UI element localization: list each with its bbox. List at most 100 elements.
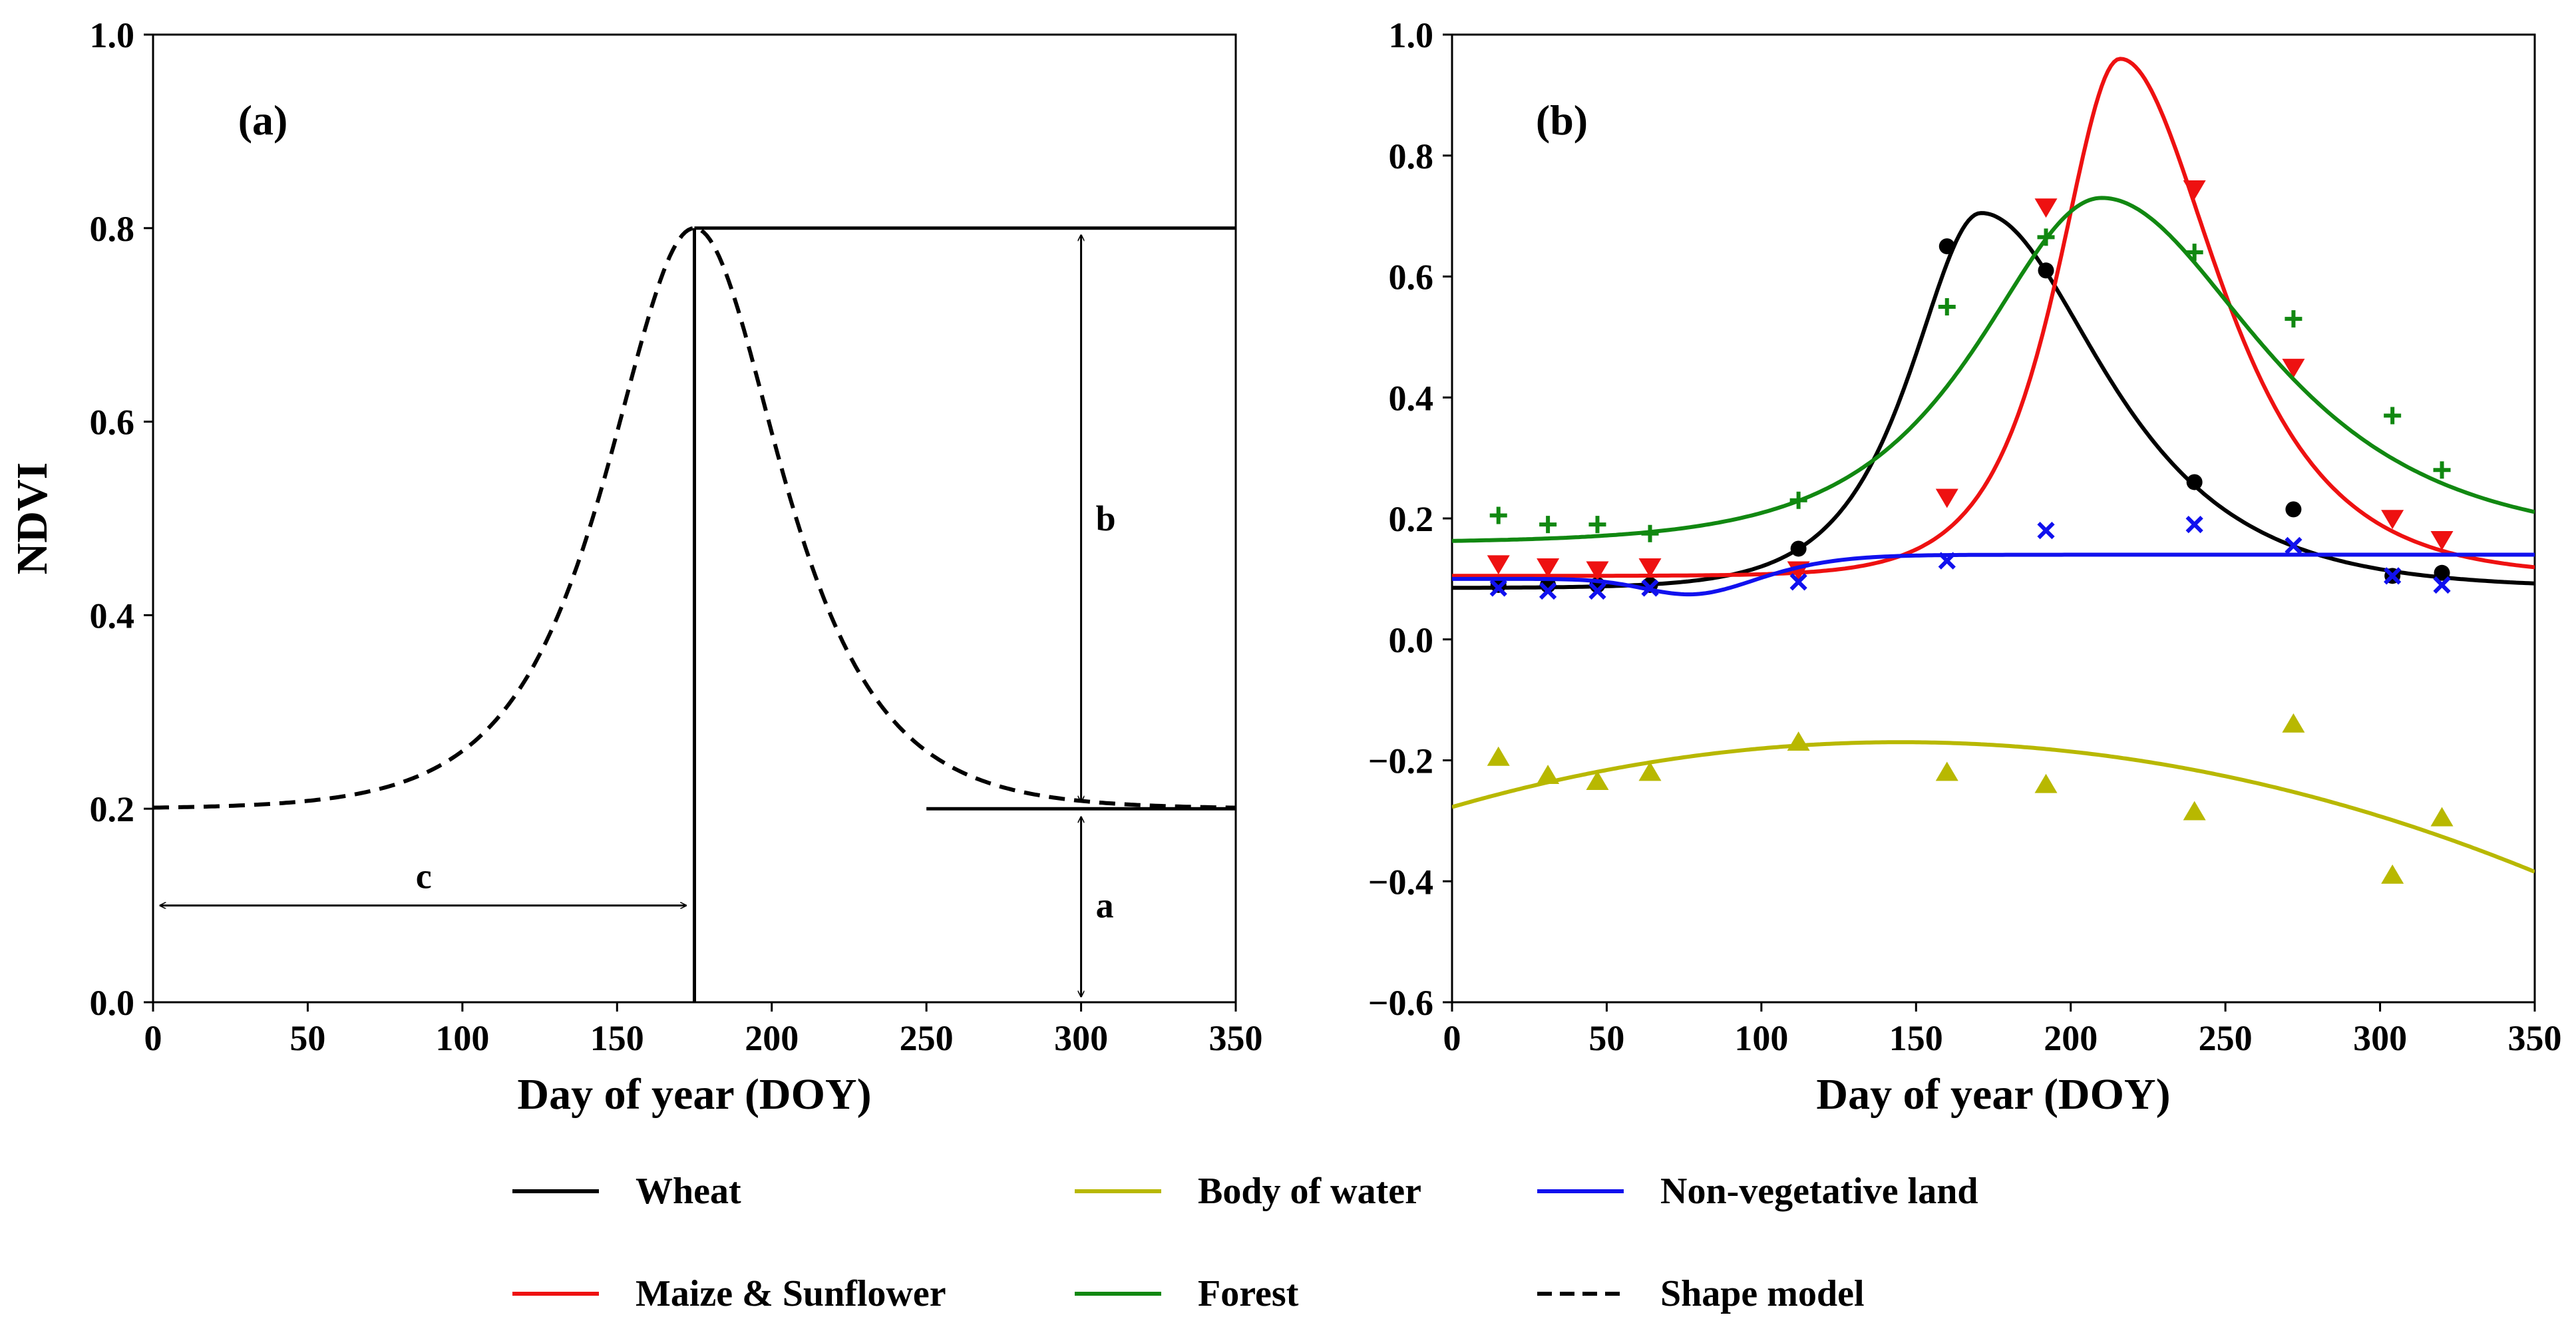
y-tick-label: 0.0 [90,983,135,1023]
y-tick-label: 0.8 [1389,136,1434,176]
legend: Wheat Body of water Non-vegetative land Mai… [512,1171,1978,1314]
x-tick-label: 200 [2044,1018,2098,1058]
body-of-water-point [1638,761,1662,781]
x-axis-label: Day of year (DOY) [1816,1070,2170,1119]
non-vegetative-land-point [1789,573,1807,591]
annotation-a: a [1096,886,1114,926]
non-vegetative-land-point [2037,522,2055,540]
forest-point [2285,310,2302,328]
y-tick-label: 1.0 [1389,15,1434,55]
non-vegetative-land-point [1938,552,1956,570]
wheat-point [2285,501,2302,518]
y-tick-label: 0.0 [1389,620,1434,660]
legend-label-forest: Forest [1198,1273,1299,1314]
wheat-point [1938,238,1955,255]
annotation-b: b [1096,498,1116,538]
forest-point [2433,461,2451,479]
body-of-water-point [1586,771,1609,791]
body-of-water-point [1787,731,1810,751]
forest-fit-line [1452,196,2535,543]
y-tick-label: 0.4 [1389,378,1434,418]
maize-sunflower-point [1537,558,1560,578]
maize-sunflower-point [1935,488,1958,508]
body-of-water-point [2034,773,2058,793]
y-tick-label: 0.2 [1389,499,1434,539]
legend-label-wheat: Wheat [636,1171,741,1212]
x-tick-label: 100 [1734,1018,1788,1058]
annotation-c: c [416,857,432,896]
x-tick-label: 150 [1889,1018,1943,1058]
x-tick-label: 300 [1054,1018,1108,1058]
wheat-point [2038,262,2054,279]
y-tick-label: −0.4 [1368,862,1433,902]
wheat-point [1490,576,1507,593]
y-tick-label: −0.2 [1368,741,1433,781]
body-of-water-point [1537,765,1560,784]
x-tick-label: 150 [590,1018,644,1058]
non-vegetative-land-point [1539,582,1557,600]
y-tick-label: 0.2 [90,789,135,829]
body-of-water-point [1935,761,1958,781]
body-of-water-point [2381,864,2404,884]
body-of-water-point [2183,801,2206,821]
x-tick-label: 50 [1588,1018,1624,1058]
body-of-water-fit-line [1452,740,2535,874]
panel-label: (a) [238,96,288,144]
maize-sunflower-point [2034,198,2058,218]
x-tick-label: 100 [435,1018,489,1058]
maize-sunflower-point [2381,510,2404,530]
y-tick-label: 0.6 [90,403,135,443]
non-vegetative-land-point [2384,567,2402,585]
non-vegetative-land-point [1588,582,1606,600]
wheat-point [1790,540,1807,557]
body-of-water-point [2282,713,2305,733]
x-tick-label: 0 [144,1018,162,1058]
non-vegetative-land-point [2185,515,2203,534]
y-tick-label: 0.8 [90,209,135,249]
wheat-fit-line [1452,211,2535,590]
y-tick-label: 0.4 [90,596,135,636]
maize-sunflower-point [1487,555,1510,575]
wheat-point [2186,474,2203,490]
forest-point [1489,506,1507,524]
wheat-point [2434,564,2450,581]
panel-label: (b) [1536,96,1588,144]
maize-sunflower-point [2430,531,2454,550]
forest-point [2037,228,2055,246]
x-tick-label: 250 [2199,1018,2253,1058]
x-tick-label: 350 [1209,1018,1263,1058]
legend-label-maize-sunflower: Maize & Sunflower [636,1273,946,1314]
non-vegetative-land-fit-line [1452,552,2535,597]
x-tick-label: 0 [1443,1018,1461,1058]
non-vegetative-land-point [2285,536,2302,555]
legend-label-body-of-water: Body of water [1198,1171,1421,1212]
y-tick-label: 0.6 [1389,258,1434,297]
non-vegetative-land-point [2433,576,2451,594]
body-of-water-point [1487,746,1510,766]
shape-model-curve [153,226,1236,810]
maize-sunflower-point [2183,180,2206,200]
forest-point [1938,297,1956,315]
non-vegetative-land-point [1489,579,1507,597]
forest-point [2384,407,2402,425]
body-of-water-point [2430,807,2454,827]
maize-sunflower-point [2282,359,2305,378]
y-axis-label: NDVI [8,463,57,575]
maize-sunflower-fit-line [1452,57,2535,578]
legend-label-non-vegetative-land: Non-vegetative land [1660,1171,1978,1212]
maize-sunflower-point [1586,561,1609,581]
forest-point [2185,244,2203,262]
non-vegetative-land-point [1641,579,1659,597]
x-tick-label: 300 [2353,1018,2407,1058]
panel-a: 0 50 100 150 200 250 300 350 0.0 0.2 0.4 0.6 0.8 1.0 D… [8,15,1263,1119]
x-tick-label: 250 [900,1018,954,1058]
panel-b: 0 50 100 150 200 250 300 350 −0.6 −0.4 −0.2 0.0 0.2 0… [1368,15,2562,1119]
x-tick-label: 50 [289,1018,325,1058]
maize-sunflower-point [1638,558,1662,578]
forest-point [1588,516,1606,534]
forest-point [1789,491,1807,509]
x-tick-label: 200 [745,1018,799,1058]
legend-label-shape-model: Shape model [1660,1273,1865,1314]
y-tick-label: 1.0 [90,15,135,55]
